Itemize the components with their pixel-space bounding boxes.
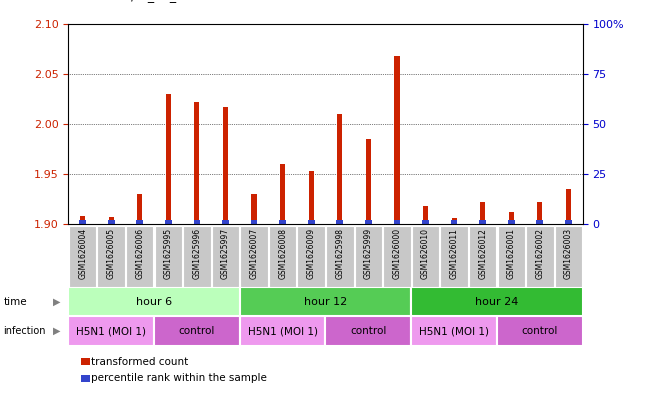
Bar [365,220,372,224]
Bar [269,226,296,287]
Bar [108,220,115,224]
Text: GSM1626006: GSM1626006 [135,228,145,279]
Bar [452,218,456,224]
Bar [166,94,171,224]
Text: control: control [521,326,558,336]
Bar [526,226,553,287]
Bar [337,114,342,224]
Text: GSM1625995: GSM1625995 [164,228,173,279]
Bar [251,194,256,224]
Bar [326,316,411,346]
Bar [508,220,514,224]
Text: GSM1625998: GSM1625998 [335,228,344,279]
Bar [154,316,240,346]
Bar [280,164,285,224]
Text: infection: infection [3,326,46,336]
Text: time: time [3,297,27,307]
Bar [155,226,182,287]
Bar [326,226,353,287]
Text: GSM1626009: GSM1626009 [307,228,316,279]
Text: ▶: ▶ [53,326,61,336]
Bar [251,220,257,224]
Text: GSM1626005: GSM1626005 [107,228,116,279]
Bar [423,206,428,224]
Bar [497,226,525,287]
Bar [536,220,543,224]
Text: ▶: ▶ [53,297,61,307]
Text: control: control [179,326,215,336]
Bar [298,226,325,287]
Text: GSM1626002: GSM1626002 [535,228,544,279]
Bar [411,287,583,316]
Bar [366,139,371,224]
Bar [240,287,411,316]
Bar [440,226,468,287]
Bar [79,220,86,224]
Bar [394,220,400,224]
Bar [223,107,228,224]
Bar [450,220,458,224]
Text: GSM1626000: GSM1626000 [393,228,402,279]
Text: GSM1626012: GSM1626012 [478,228,487,279]
Text: hour 24: hour 24 [475,297,519,307]
Bar [137,194,143,224]
Text: transformed count: transformed count [91,356,189,367]
Bar [183,226,211,287]
Text: GSM1625999: GSM1625999 [364,228,373,279]
Text: GSM1626003: GSM1626003 [564,228,573,279]
Bar [337,220,343,224]
Bar [537,202,542,224]
Bar [98,226,125,287]
Text: H5N1 (MOI 1): H5N1 (MOI 1) [247,326,318,336]
Bar [309,171,314,224]
Text: GSM1625997: GSM1625997 [221,228,230,279]
Text: GSM1626011: GSM1626011 [450,228,458,279]
Bar [279,220,286,224]
Text: H5N1 (MOI 1): H5N1 (MOI 1) [419,326,489,336]
Text: GSM1626004: GSM1626004 [78,228,87,279]
Bar [222,220,229,224]
Bar [165,220,172,224]
Bar [80,216,85,224]
Bar [137,220,143,224]
Text: H5N1 (MOI 1): H5N1 (MOI 1) [76,326,146,336]
Bar [109,217,114,224]
Bar [240,316,326,346]
Bar [412,226,439,287]
Bar [383,226,411,287]
Bar [508,212,514,224]
Bar [497,316,583,346]
Text: GSM1626001: GSM1626001 [506,228,516,279]
Bar [68,316,154,346]
Text: GSM1626010: GSM1626010 [421,228,430,279]
Text: percentile rank within the sample: percentile rank within the sample [91,373,267,383]
Bar [126,226,154,287]
Bar [355,226,382,287]
Text: GSM1626008: GSM1626008 [278,228,287,279]
Bar [395,56,400,224]
Text: GSM1625996: GSM1625996 [193,228,201,279]
Bar [193,220,201,224]
Bar [479,220,486,224]
Bar [480,202,485,224]
Bar [566,189,571,224]
Text: GSM1626007: GSM1626007 [249,228,258,279]
Bar [308,220,314,224]
Text: control: control [350,326,387,336]
Bar [195,102,199,224]
Bar [555,226,582,287]
Bar [212,226,239,287]
Bar [411,316,497,346]
Bar [240,226,268,287]
Bar [565,220,572,224]
Bar [69,226,96,287]
Bar [422,220,429,224]
Text: hour 12: hour 12 [304,297,347,307]
Text: GDS6010 / A_24_P712433: GDS6010 / A_24_P712433 [68,0,231,2]
Text: hour 6: hour 6 [136,297,172,307]
Bar [469,226,496,287]
Bar [68,287,240,316]
